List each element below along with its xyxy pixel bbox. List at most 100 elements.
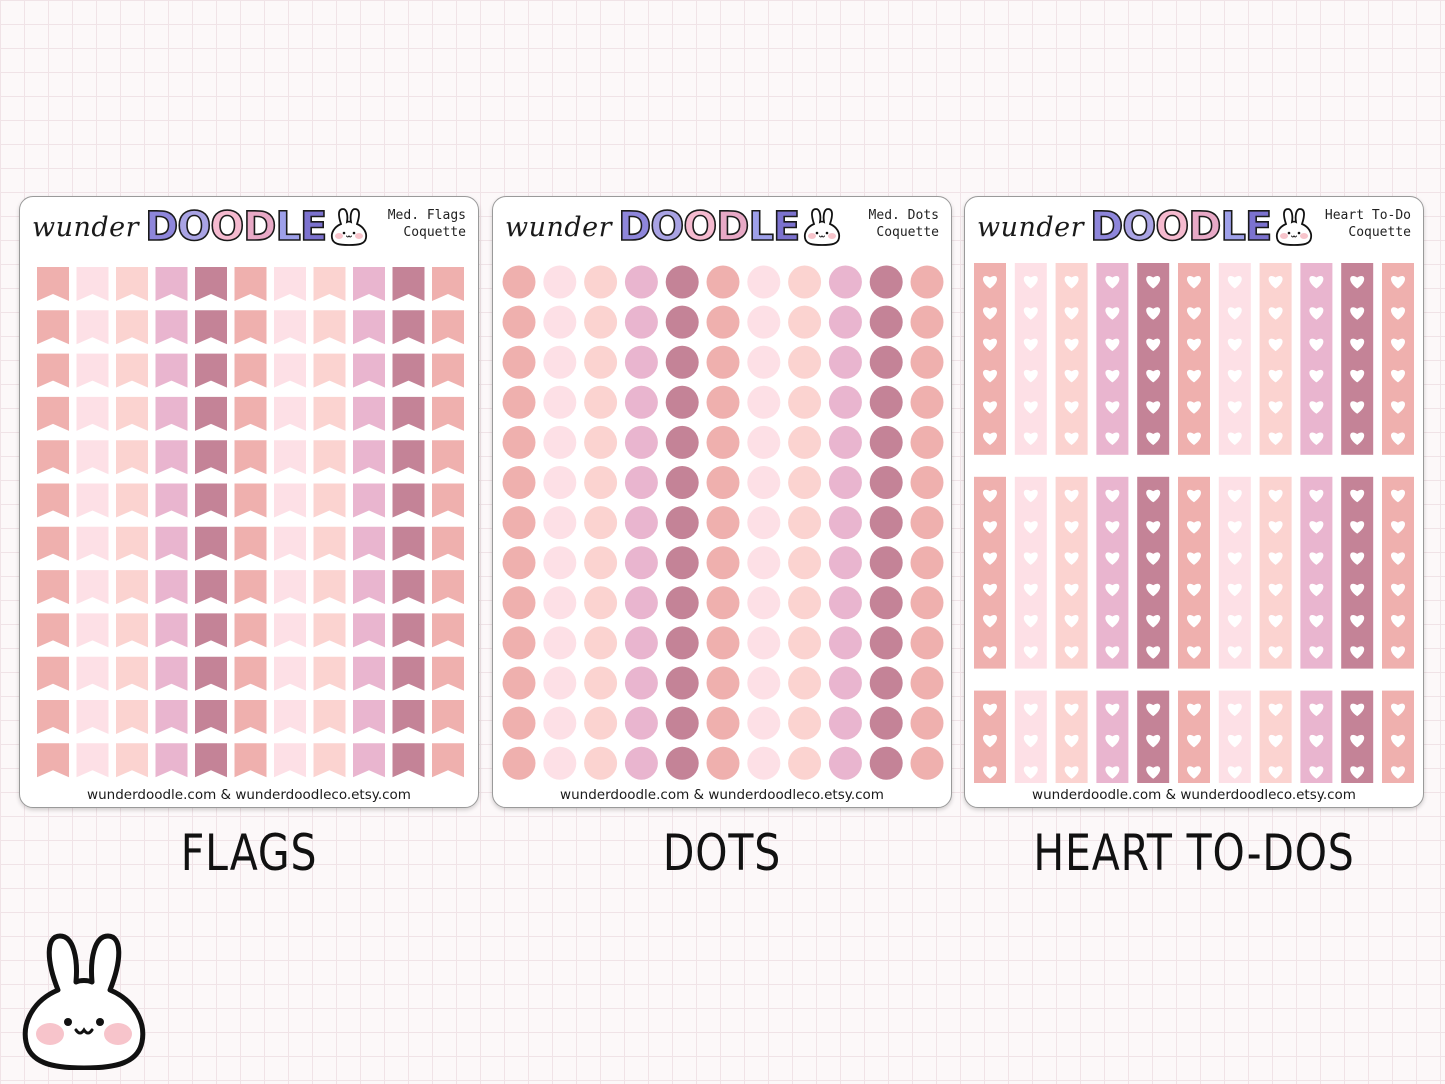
- heart-icon: [1227, 432, 1242, 445]
- dot-sticker: [706, 385, 740, 419]
- heart-todo-strip: [1341, 476, 1374, 669]
- bunny-face-icon: [1276, 208, 1313, 246]
- dot-sticker: [910, 466, 944, 499]
- flag-sticker: [432, 483, 464, 518]
- dot-sticker: [828, 506, 862, 540]
- sheet-footer: wunderdoodle.com & wunderdoodleco.etsy.c…: [1032, 787, 1356, 803]
- flag-sticker: [313, 310, 346, 345]
- heart-todo-strip: [1055, 263, 1088, 455]
- dot-sticker: [706, 305, 740, 339]
- brand-doodle-letter: D: [1187, 204, 1222, 250]
- heart-icon: [1227, 521, 1242, 534]
- flag-sticker: [432, 743, 464, 778]
- dot-sticker: [665, 506, 699, 540]
- heart-todo-strip: [1137, 263, 1170, 455]
- dot-sticker: [543, 586, 577, 620]
- heart-icon: [983, 734, 997, 748]
- flag-sticker: [274, 353, 306, 388]
- heart-icon: [1268, 432, 1283, 445]
- dot-sticker: [584, 345, 618, 379]
- dot-sticker: [543, 706, 577, 740]
- heart-icon: [1023, 338, 1038, 352]
- heart-icon: [1187, 338, 1201, 352]
- heart-icon: [1309, 276, 1324, 289]
- dot-sticker: [543, 265, 577, 299]
- dot-sticker: [869, 666, 903, 700]
- dot-sticker: [747, 746, 781, 780]
- dot-sticker: [910, 345, 944, 379]
- flag-sticker: [392, 613, 425, 648]
- brand-logo: wunder D O O D L E: [505, 203, 841, 251]
- flag-sticker: [195, 440, 227, 475]
- heart-icon: [1350, 646, 1365, 659]
- flag-sticker: [274, 483, 306, 518]
- flag-sticker: [37, 267, 69, 301]
- sheet-footer: wunderdoodle.com & wunderdoodleco.etsy.c…: [560, 787, 884, 803]
- dot-sticker: [665, 385, 699, 419]
- flag-sticker: [313, 743, 346, 778]
- dot-sticker: [543, 345, 577, 379]
- flag-sticker: [116, 440, 148, 475]
- flag-sticker: [274, 570, 306, 605]
- heart-icon: [983, 489, 997, 503]
- flag-sticker: [76, 310, 109, 345]
- sheet-title: Med. Flags Coquette: [387, 208, 466, 240]
- sheet-caption: DOTS: [662, 824, 782, 882]
- heart-todo-strip: [1055, 476, 1088, 669]
- heart-icon: [1187, 307, 1201, 320]
- heart-icon: [1227, 646, 1242, 659]
- heart-icon: [1064, 615, 1079, 628]
- brand-doodle-letter: D: [617, 204, 652, 250]
- dot-sticker: [910, 586, 944, 620]
- dot-sticker: [788, 746, 822, 780]
- dot-sticker: [706, 666, 740, 700]
- flag-sticker: [155, 743, 188, 778]
- flag-sticker: [313, 656, 346, 691]
- heart-todo-strip: [1300, 263, 1333, 455]
- flag-sticker: [392, 353, 425, 388]
- flag-sticker: [76, 267, 109, 301]
- brand-logo: wunder D O O D L E: [32, 203, 368, 251]
- heart-icon: [1391, 615, 1405, 628]
- heart-todo-strip: [1218, 476, 1251, 669]
- flag-sticker: [234, 570, 267, 605]
- dot-sticker: [828, 746, 862, 780]
- heart-todo-strip: [1137, 476, 1170, 669]
- flag-sticker: [392, 396, 425, 431]
- sheet-caption: HEART TO-DOS: [1033, 824, 1355, 882]
- heart-todo-strip: [1218, 263, 1251, 455]
- heart-icon: [1268, 703, 1283, 717]
- heart-icon: [1309, 338, 1324, 352]
- brand-doodle-letter: O: [1154, 204, 1190, 250]
- flag-sticker: [392, 310, 425, 345]
- dot-sticker: [624, 385, 658, 419]
- flag-sticker: [313, 267, 346, 301]
- heart-icon: [1023, 307, 1038, 320]
- flag-sticker: [76, 613, 109, 648]
- heart-icon: [1146, 369, 1161, 383]
- heart-icon: [983, 703, 997, 717]
- dot-sticker: [665, 425, 699, 459]
- heart-icon: [1227, 338, 1242, 352]
- brand-logo: wunder D O O D L E: [977, 203, 1313, 251]
- heart-icon: [1064, 369, 1079, 383]
- heart-todo-strip: [1096, 476, 1129, 669]
- flag-sticker: [392, 526, 425, 561]
- heart-todo-strip: [1178, 476, 1210, 669]
- dot-sticker: [828, 385, 862, 419]
- flag-sticker: [76, 656, 109, 691]
- flag-sticker: [116, 483, 148, 518]
- dot-sticker: [706, 265, 740, 299]
- heart-icon: [1268, 583, 1283, 597]
- dot-sticker: [788, 265, 822, 299]
- flag-sticker: [76, 440, 109, 475]
- flag-sticker: [76, 526, 109, 561]
- flag-sticker: [116, 613, 148, 648]
- heart-icon: [1023, 646, 1038, 659]
- flag-sticker: [76, 700, 109, 734]
- flag-sticker: [392, 656, 425, 691]
- heart-icon: [1391, 489, 1405, 503]
- dot-sticker: [828, 626, 862, 660]
- heart-icon: [1187, 766, 1201, 779]
- dot-sticker: [665, 466, 699, 499]
